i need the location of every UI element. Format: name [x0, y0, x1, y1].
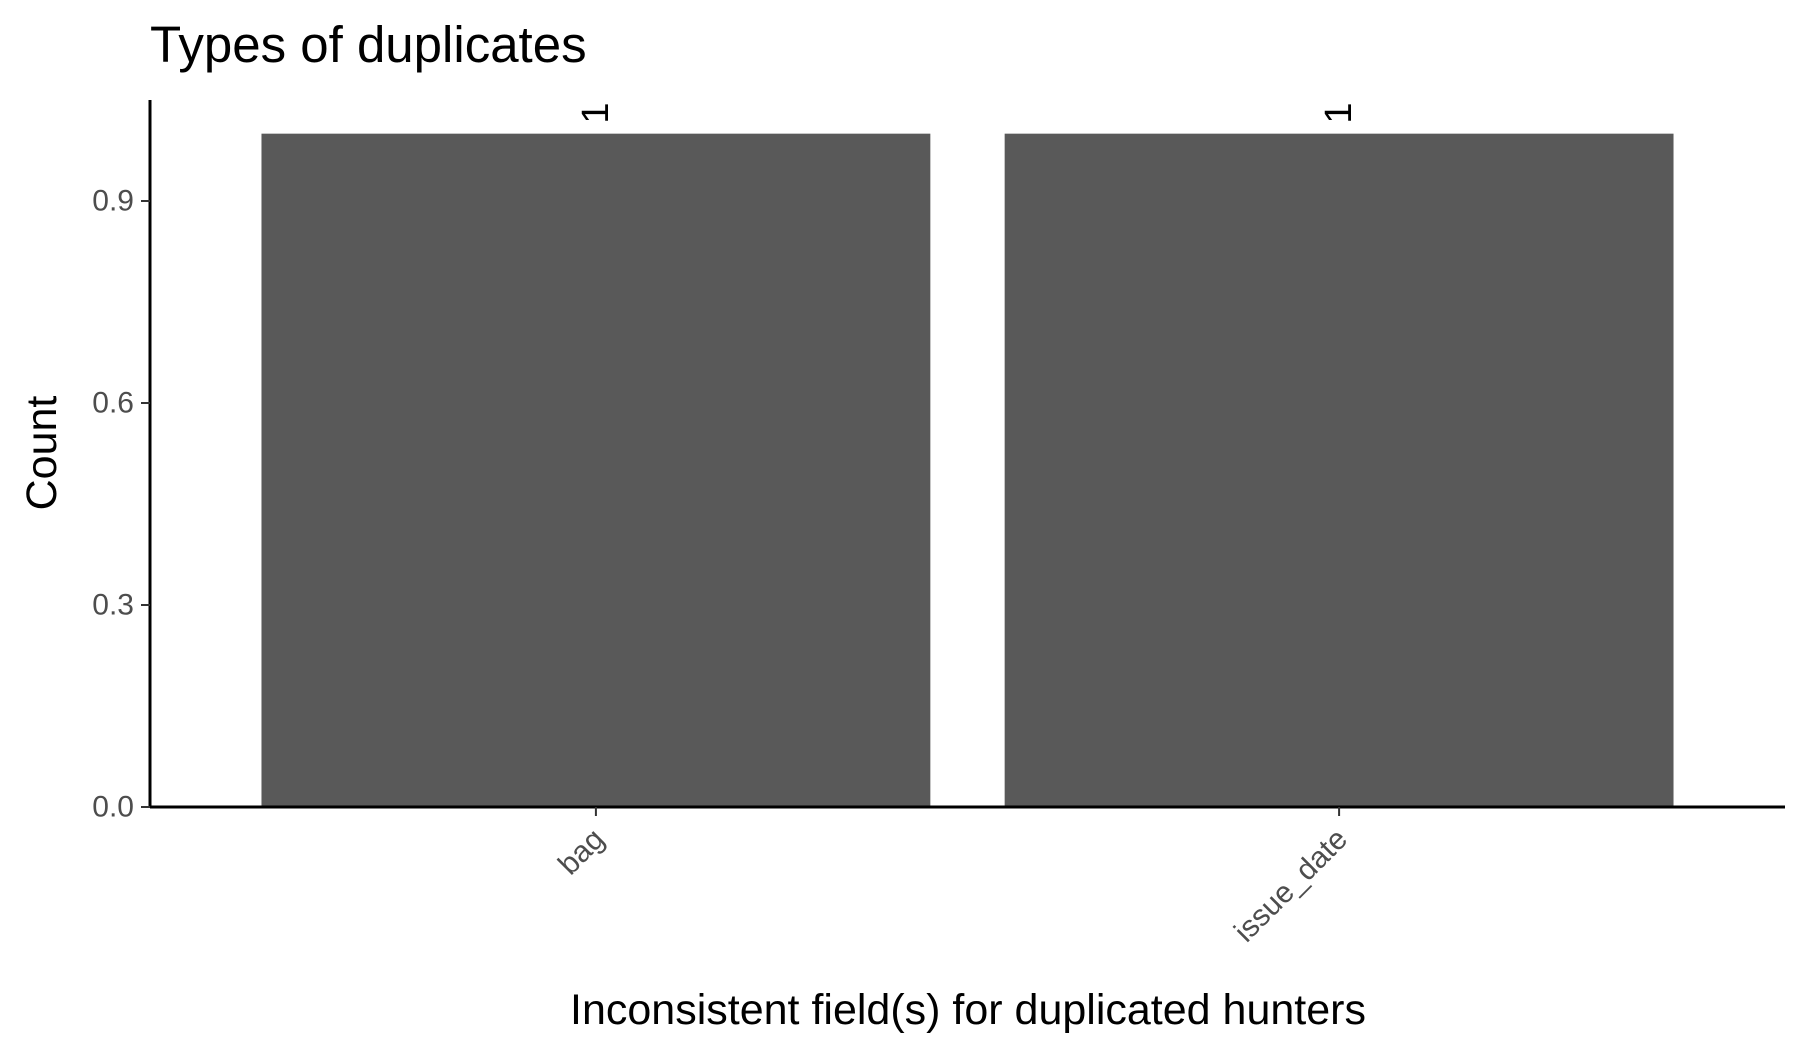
x-axis-title: Inconsistent field(s) for duplicated hun… — [570, 986, 1366, 1034]
x-ticks-group: bag issue_date — [552, 807, 1354, 949]
y-tick-label: 0.0 — [92, 791, 134, 824]
chart-title: Types of duplicates — [150, 16, 587, 73]
y-tick-label: 0.9 — [92, 185, 134, 218]
x-tick-label: issue_date — [1228, 823, 1354, 949]
bar-bag — [261, 133, 931, 807]
y-tick-label: 0.6 — [92, 387, 134, 420]
bars-group — [261, 133, 1674, 807]
y-ticks-group: 0.0 0.3 0.6 0.9 — [92, 185, 150, 824]
y-axis-title: Count — [18, 396, 66, 511]
y-tick-label: 0.3 — [92, 589, 134, 622]
x-tick-label: bag — [552, 823, 611, 882]
data-label-bag: 1 — [575, 103, 617, 124]
data-label-issue-date: 1 — [1318, 103, 1360, 124]
bar-issue-date — [1004, 133, 1674, 807]
